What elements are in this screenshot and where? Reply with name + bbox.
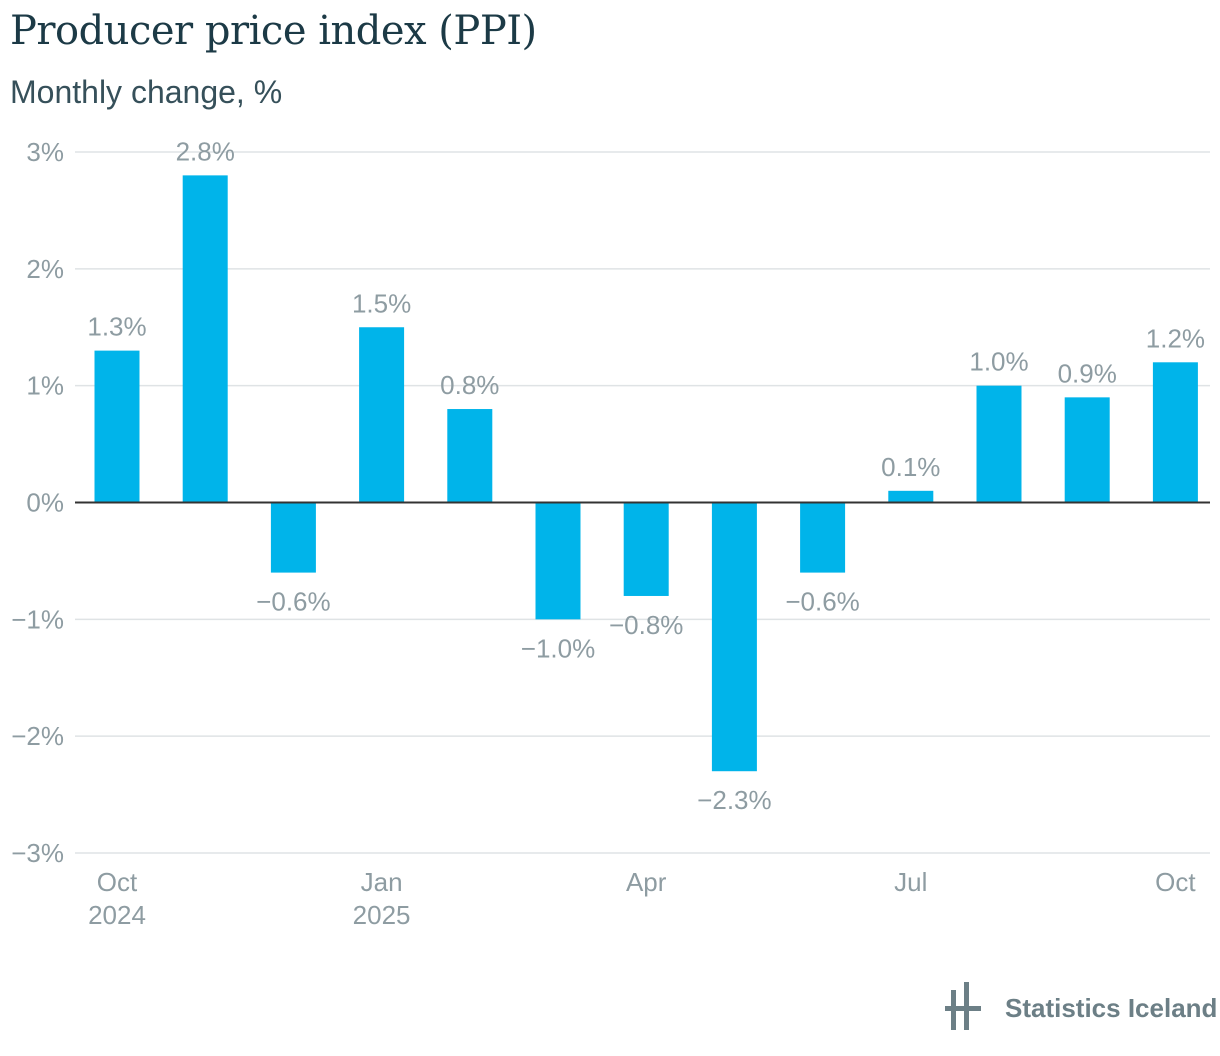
- value-label: −0.8%: [609, 610, 683, 640]
- bar: [800, 502, 846, 573]
- value-label: 1.3%: [87, 312, 146, 342]
- bar: [711, 502, 757, 772]
- bar: [270, 502, 316, 573]
- value-labels: 1.3% 2.8% −0.6% 1.5% 0.8% −1.0% −0.8% −2.3% −0.6…: [87, 136, 1205, 815]
- x-tick-year-label: 2024: [88, 900, 146, 930]
- y-tick-label: 2%: [26, 254, 64, 284]
- value-label: 0.9%: [1058, 358, 1117, 388]
- bar: [447, 409, 493, 503]
- value-label: 1.2%: [1146, 323, 1205, 353]
- bar: [1064, 397, 1110, 503]
- x-tick-label: Oct: [97, 867, 138, 897]
- bar: [1152, 362, 1198, 503]
- bar: [535, 502, 581, 620]
- y-tick-label: 0%: [26, 488, 64, 518]
- value-label: −2.3%: [697, 785, 771, 815]
- y-tick-label: 1%: [26, 371, 64, 401]
- value-label: −0.6%: [256, 587, 330, 617]
- y-tick-label: 3%: [26, 137, 64, 167]
- bars: [94, 175, 1198, 772]
- y-tick-label: −1%: [11, 604, 64, 634]
- value-label: −0.6%: [785, 587, 859, 617]
- value-label: 2.8%: [176, 136, 235, 166]
- bar: [888, 490, 934, 503]
- x-tick-year-label: 2025: [353, 900, 411, 930]
- bar: [182, 175, 228, 503]
- brand-name: Statistics Iceland: [1005, 993, 1218, 1023]
- value-label: 0.8%: [440, 370, 499, 400]
- x-tick-label: Oct: [1155, 867, 1196, 897]
- bar: [359, 327, 405, 503]
- ppi-bar-chart: 1.3% 2.8% −0.6% 1.5% 0.8% −1.0% −0.8% −2.3% −0.6…: [11, 136, 1210, 930]
- bar: [623, 502, 669, 596]
- x-tick-label: Jul: [894, 867, 927, 897]
- statistics-iceland-logo-icon: [945, 980, 989, 1037]
- bar: [94, 350, 140, 503]
- bar: [976, 385, 1022, 503]
- x-tick-label: Apr: [626, 867, 667, 897]
- x-tick-label: Jan: [361, 867, 403, 897]
- value-label: −1.0%: [521, 633, 595, 663]
- y-tick-label: −2%: [11, 721, 64, 751]
- value-label: 1.5%: [352, 288, 411, 318]
- chart-subtitle: Monthly change, %: [10, 74, 283, 110]
- y-tick-label: −3%: [11, 838, 64, 868]
- chart-title: Producer price index (PPI): [10, 8, 537, 54]
- value-label: 1.0%: [969, 347, 1028, 377]
- value-label: 0.1%: [881, 452, 940, 482]
- brand-logo: Statistics Iceland: [945, 980, 1217, 1037]
